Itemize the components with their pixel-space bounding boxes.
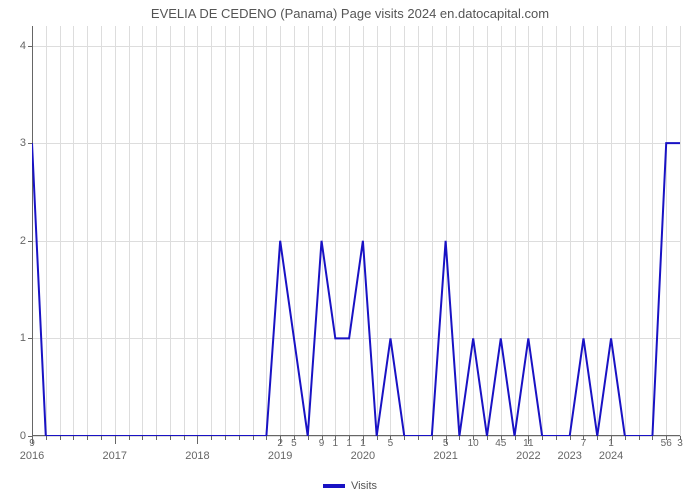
x-tick-minor-mark (142, 436, 143, 440)
x-tick-minor-mark (225, 436, 226, 440)
value-label: 3 (677, 436, 683, 449)
x-tick-minor-mark (597, 436, 598, 440)
x-tick-minor-mark (459, 436, 460, 440)
x-tick-minor-mark (239, 436, 240, 440)
value-label: 1 (360, 436, 366, 449)
value-label: 5 (443, 436, 449, 449)
x-tick-minor-mark (377, 436, 378, 440)
x-tick-minor-mark (170, 436, 171, 440)
x-tick-minor-mark (115, 436, 116, 440)
value-label: 2 (277, 436, 283, 449)
value-label: 5 (388, 436, 394, 449)
legend: Visits (0, 480, 700, 492)
chart-root: EVELIA DE CEDENO (Panama) Page visits 20… (0, 0, 700, 500)
grid-line-v (680, 26, 681, 436)
value-label: 9 (29, 436, 35, 449)
value-label: 56 (661, 436, 672, 449)
x-tick-minor-mark (46, 436, 47, 440)
x-tick-minor-mark (73, 436, 74, 440)
plot-area: 0123420162017201820192020202120222024202… (32, 26, 680, 436)
legend-label: Visits (351, 480, 377, 492)
x-tick-minor-mark (515, 436, 516, 440)
series-line (32, 26, 680, 436)
x-tick-minor-mark (639, 436, 640, 440)
x-tick-minor-mark (129, 436, 130, 440)
x-tick-minor-mark (308, 436, 309, 440)
x-tick-minor-mark (253, 436, 254, 440)
x-tick-minor-mark (184, 436, 185, 440)
x-tick-minor-mark (266, 436, 267, 440)
x-tick-minor-mark (625, 436, 626, 440)
value-label: 7 (581, 436, 587, 449)
x-tick-minor-mark (211, 436, 212, 440)
x-tick-minor-mark (542, 436, 543, 440)
value-label: 10 (468, 436, 479, 449)
value-label: 5 (291, 436, 297, 449)
x-tick-minor-mark (197, 436, 198, 440)
x-tick-minor-mark (418, 436, 419, 440)
x-tick-minor-mark (404, 436, 405, 440)
x-tick-minor-mark (101, 436, 102, 440)
x-tick-minor-mark (487, 436, 488, 440)
value-label: 1 (333, 436, 339, 449)
value-label: 11 (523, 436, 533, 449)
value-label: 45 (495, 436, 506, 449)
value-label: 9 (319, 436, 325, 449)
x-tick-minor-mark (652, 436, 653, 440)
x-tick-minor-mark (432, 436, 433, 440)
value-label: 1 (346, 436, 352, 449)
x-tick-minor-mark (570, 436, 571, 440)
chart-title: EVELIA DE CEDENO (Panama) Page visits 20… (0, 6, 700, 21)
legend-swatch (323, 484, 345, 488)
x-tick-minor-mark (556, 436, 557, 440)
value-label: 1 (608, 436, 614, 449)
x-tick-minor-mark (87, 436, 88, 440)
x-tick-minor-mark (156, 436, 157, 440)
x-tick-minor-mark (60, 436, 61, 440)
